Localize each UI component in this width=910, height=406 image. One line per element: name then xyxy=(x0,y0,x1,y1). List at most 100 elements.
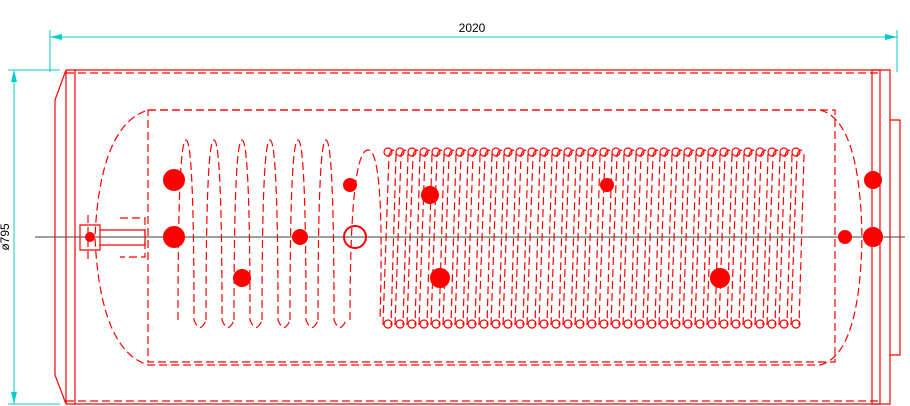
coil-loop xyxy=(289,139,319,329)
coil-loop xyxy=(349,149,382,321)
coil-loop xyxy=(394,149,409,326)
coil-loop xyxy=(526,149,541,326)
coil-loop xyxy=(418,149,433,326)
coil-end xyxy=(563,319,573,329)
coil-end xyxy=(551,147,561,157)
coil-end xyxy=(503,319,513,329)
coil-end xyxy=(731,147,741,157)
coil-end xyxy=(539,147,549,157)
fittings xyxy=(163,169,883,288)
coil-loop xyxy=(261,139,291,329)
length-label: 2020 xyxy=(459,21,486,35)
coil-end xyxy=(755,319,765,329)
fitting xyxy=(421,186,439,204)
fitting xyxy=(430,268,450,288)
coil-end xyxy=(791,319,801,329)
coil-loop xyxy=(754,149,769,326)
coil-loop xyxy=(382,149,397,326)
coil-loop xyxy=(177,139,207,329)
coil-loop xyxy=(730,149,745,326)
coil-loop xyxy=(430,149,445,326)
coil-end xyxy=(791,147,801,157)
coil-end xyxy=(779,319,789,329)
coil-end xyxy=(719,147,729,157)
coil-end xyxy=(755,147,765,157)
coil-end xyxy=(527,319,537,329)
coil-end xyxy=(587,147,597,157)
coil-end xyxy=(575,147,585,157)
coil-end xyxy=(467,147,477,157)
coil-end xyxy=(611,319,621,329)
coil-loop xyxy=(490,149,505,326)
inner-tank xyxy=(94,109,863,366)
coil-end xyxy=(443,147,453,157)
fitting xyxy=(863,227,883,247)
coil-loop xyxy=(502,149,517,326)
fitting xyxy=(838,230,852,244)
coil-end xyxy=(431,319,441,329)
coil-loop xyxy=(574,149,589,326)
coil-loop xyxy=(454,149,469,326)
coil-end xyxy=(635,147,645,157)
coil-end xyxy=(407,319,417,329)
coil-end xyxy=(743,319,753,329)
coil-end xyxy=(707,147,717,157)
coil-end xyxy=(479,319,489,329)
coil-loop xyxy=(233,139,263,329)
coil-loop xyxy=(658,149,673,326)
coil-end xyxy=(683,319,693,329)
coil-end xyxy=(647,319,657,329)
coil-loop xyxy=(442,149,457,326)
diameter-label: ø795 xyxy=(0,223,12,251)
fitting xyxy=(292,229,308,245)
coil-end xyxy=(623,147,633,157)
coil-loop xyxy=(610,149,625,326)
coil-loop xyxy=(586,149,601,326)
coil-end xyxy=(659,319,669,329)
coil-end xyxy=(383,319,393,329)
coil-end xyxy=(623,319,633,329)
heating-coils xyxy=(177,139,805,329)
coil-end xyxy=(407,147,417,157)
coil-end xyxy=(707,319,717,329)
coil-end xyxy=(695,147,705,157)
coil-end xyxy=(419,147,429,157)
coil-end xyxy=(395,319,405,329)
coil-loop xyxy=(766,149,781,326)
coil-end xyxy=(719,319,729,329)
fitting xyxy=(233,269,251,287)
coil-loop xyxy=(562,149,577,326)
coil-end xyxy=(563,147,573,157)
coil-loop xyxy=(406,149,421,326)
coil-end xyxy=(395,147,405,157)
coil-end xyxy=(467,319,477,329)
coil-loop xyxy=(317,139,347,329)
coil-end xyxy=(515,147,525,157)
coil-loop xyxy=(205,139,235,329)
coil-loop xyxy=(682,149,697,326)
coil-loop xyxy=(706,149,721,326)
coil-end xyxy=(539,319,549,329)
coil-end xyxy=(491,147,501,157)
fitting xyxy=(343,178,357,192)
coil-end xyxy=(695,319,705,329)
coil-end xyxy=(647,147,657,157)
coil-loop xyxy=(670,149,685,326)
coil-loop xyxy=(790,149,805,326)
coil-end xyxy=(671,319,681,329)
coil-end xyxy=(635,319,645,329)
coil-loop xyxy=(694,149,709,326)
coil-end xyxy=(611,147,621,157)
coil-end xyxy=(455,319,465,329)
fitting xyxy=(343,225,367,249)
coil-end xyxy=(575,319,585,329)
diameter-dimension: ø795 xyxy=(0,69,60,405)
coil-end xyxy=(551,319,561,329)
fitting xyxy=(163,226,185,248)
coil-end xyxy=(683,147,693,157)
coil-end xyxy=(479,147,489,157)
length-dimension: 2020 xyxy=(49,21,898,72)
coil-end xyxy=(383,147,393,157)
coil-loop xyxy=(634,149,649,326)
